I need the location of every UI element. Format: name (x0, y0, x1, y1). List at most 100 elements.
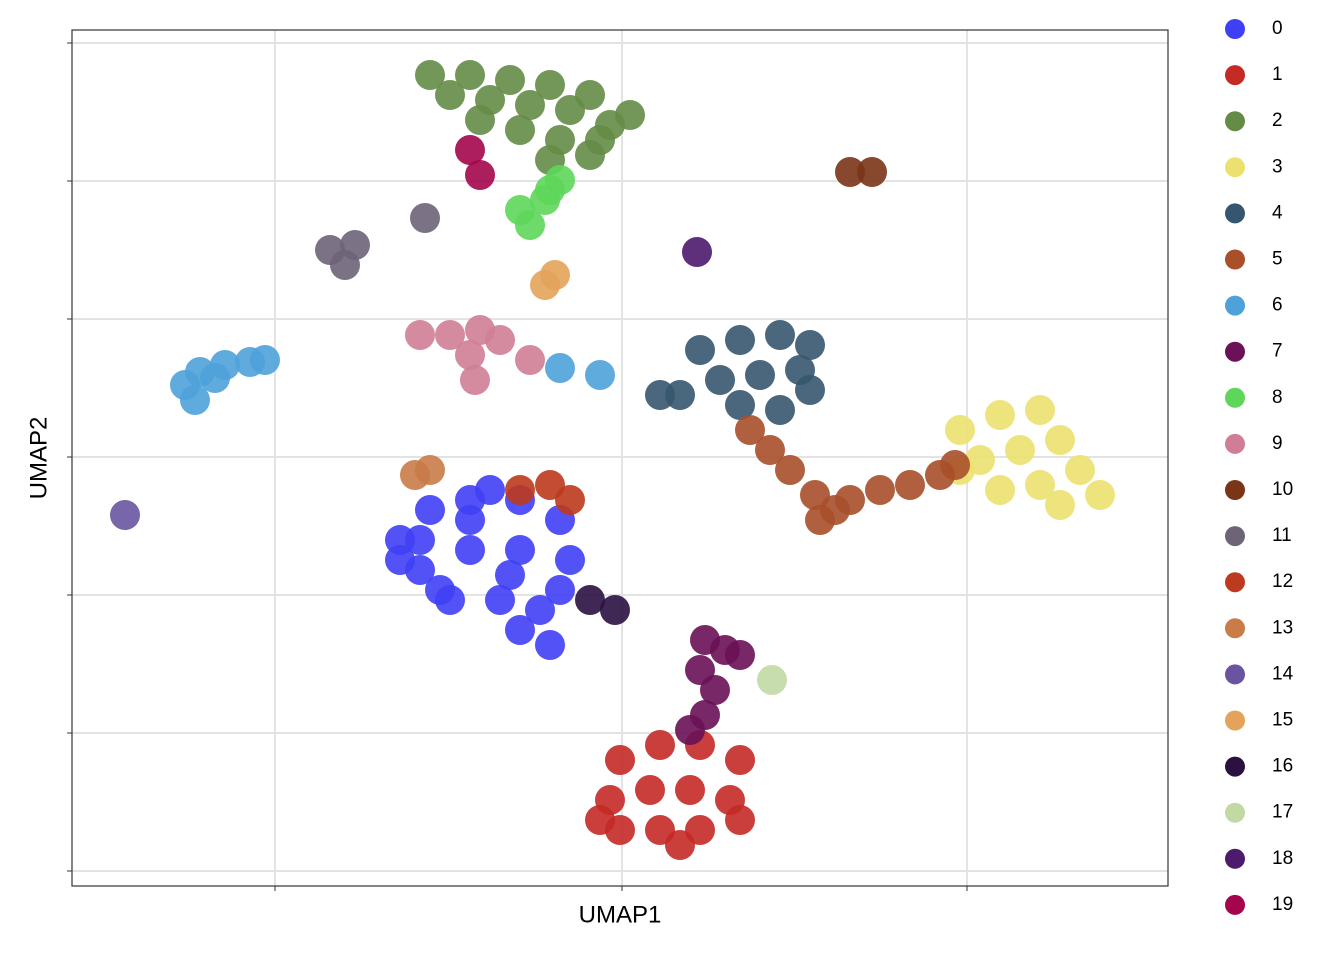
legend-label: 13 (1272, 617, 1293, 638)
point (1005, 435, 1035, 465)
point (725, 325, 755, 355)
point (505, 475, 535, 505)
legend-label: 11 (1272, 525, 1292, 546)
point (635, 775, 665, 805)
point (765, 395, 795, 425)
legend-label: 8 (1272, 387, 1283, 408)
point (415, 455, 445, 485)
legend-label: 19 (1272, 894, 1293, 915)
legend-label: 5 (1272, 249, 1283, 270)
point (795, 330, 825, 360)
point (505, 615, 535, 645)
legend-label: 0 (1272, 18, 1283, 39)
legend-marker (1225, 157, 1245, 178)
point (515, 345, 545, 375)
legend-marker (1225, 802, 1245, 823)
point (405, 320, 435, 350)
point (535, 70, 565, 100)
legend-marker (1225, 341, 1245, 362)
legend-label: 14 (1272, 663, 1294, 684)
legend-label: 10 (1272, 479, 1293, 500)
legend-marker (1225, 526, 1245, 547)
legend-label: 2 (1272, 110, 1283, 131)
point (755, 435, 785, 465)
point (200, 363, 230, 393)
point (545, 353, 575, 383)
point (945, 415, 975, 445)
point (775, 455, 805, 485)
point (415, 495, 445, 525)
legend-label: 17 (1272, 802, 1293, 823)
point (425, 575, 455, 605)
point (685, 335, 715, 365)
legend-marker (1225, 203, 1245, 224)
legend-label: 1 (1272, 64, 1283, 85)
legend-marker (1225, 295, 1245, 316)
point (725, 390, 755, 420)
point (530, 270, 560, 300)
point (475, 475, 505, 505)
point (555, 95, 585, 125)
legend-marker (1225, 480, 1245, 500)
point (675, 775, 705, 805)
legend-label: 15 (1272, 710, 1293, 731)
point (415, 60, 445, 90)
y-axis-label: UMAP2 (25, 417, 52, 500)
point (1045, 490, 1075, 520)
point (110, 500, 140, 530)
legend-marker (1225, 848, 1245, 869)
legend-label: 6 (1272, 295, 1283, 316)
point (857, 157, 887, 187)
point (705, 365, 735, 395)
point (545, 575, 575, 605)
point (865, 475, 895, 505)
point (435, 320, 465, 350)
point (1045, 425, 1075, 455)
point (515, 90, 545, 120)
point (435, 80, 465, 110)
point (585, 360, 615, 390)
point (1025, 470, 1055, 500)
point (895, 470, 925, 500)
point (645, 730, 675, 760)
legend-label: 3 (1272, 156, 1283, 177)
point (835, 485, 865, 515)
point (555, 485, 585, 515)
point (455, 60, 485, 90)
point (455, 535, 485, 565)
point (682, 237, 712, 267)
point (460, 365, 490, 395)
point (505, 535, 535, 565)
point (735, 415, 765, 445)
legend-marker (1225, 618, 1245, 639)
point (757, 665, 787, 695)
point (465, 105, 495, 135)
point (645, 380, 675, 410)
x-axis-label: UMAP1 (579, 901, 662, 928)
legend-label: 18 (1272, 848, 1293, 869)
point (985, 475, 1015, 505)
point (405, 525, 435, 555)
point (600, 595, 630, 625)
point (250, 345, 280, 375)
point (985, 400, 1015, 430)
legend-marker (1225, 664, 1245, 685)
point (525, 595, 555, 625)
point (795, 375, 825, 405)
point (495, 65, 525, 95)
legend-label: 12 (1272, 571, 1293, 592)
legend-label: 9 (1272, 433, 1283, 454)
point (725, 745, 755, 775)
point (675, 715, 705, 745)
point (605, 745, 635, 775)
legend-marker (1225, 710, 1245, 731)
legend-marker (1225, 572, 1245, 593)
legend-marker (1225, 433, 1245, 454)
legend-label: 4 (1272, 202, 1283, 223)
point (575, 140, 605, 170)
point (585, 805, 615, 835)
point (410, 203, 440, 233)
legend-label: 7 (1272, 341, 1283, 362)
point (465, 160, 495, 190)
